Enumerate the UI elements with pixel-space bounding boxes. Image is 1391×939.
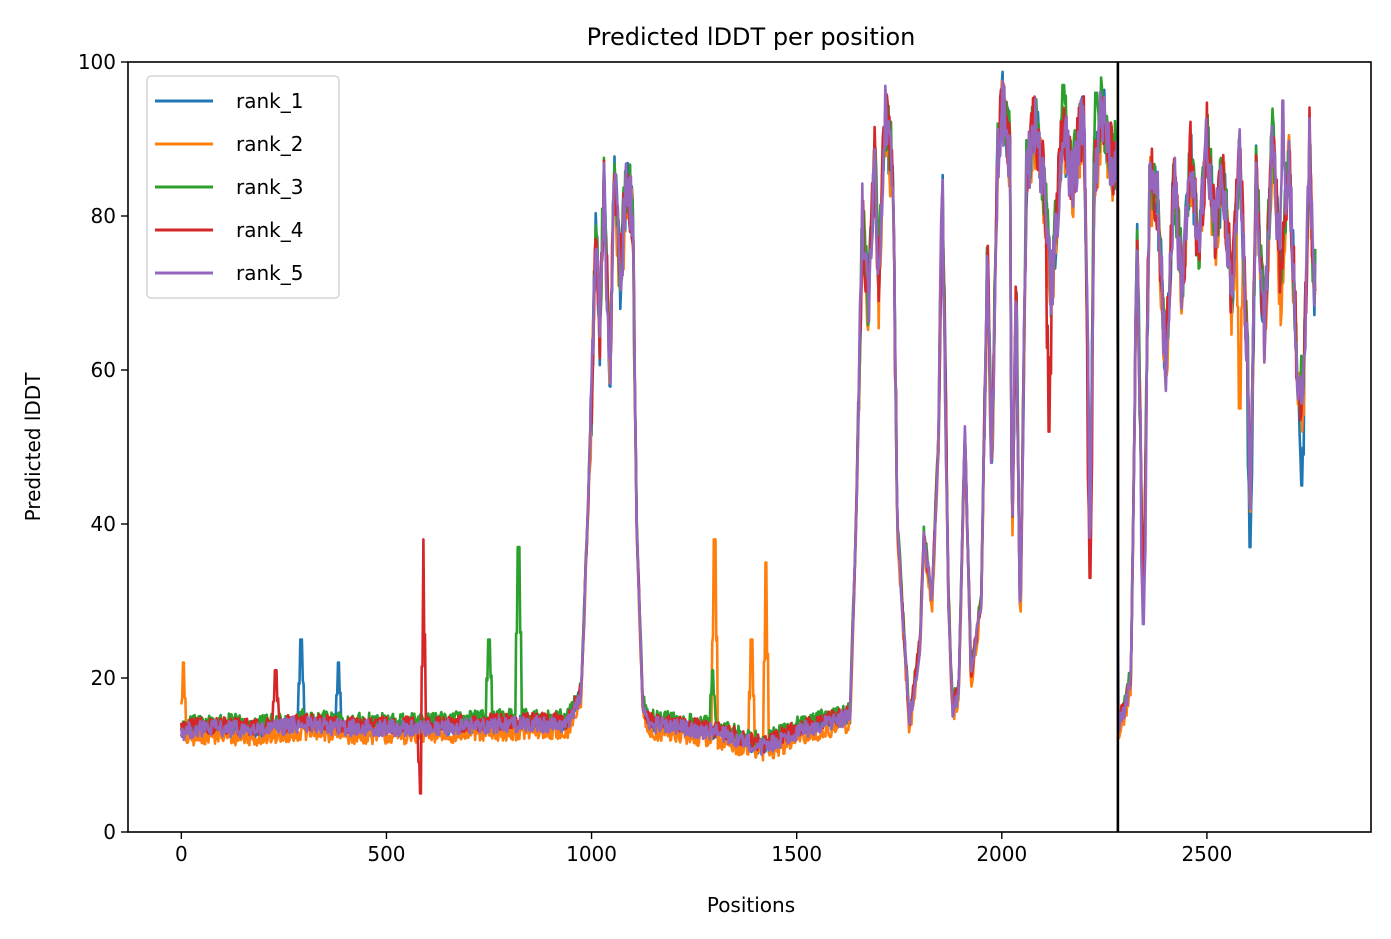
y-tick-label: 60	[91, 358, 116, 382]
x-tick-label: 500	[367, 842, 405, 866]
y-tick-label: 40	[91, 512, 116, 536]
y-axis-label: Predicted lDDT	[21, 372, 45, 522]
y-axis: 0 20 40 60 80 100	[78, 50, 128, 844]
x-tick-label: 2000	[976, 842, 1027, 866]
plot-area	[180, 62, 1317, 832]
y-tick-label: 80	[91, 204, 116, 228]
series-line-rank_2	[180, 79, 1317, 762]
legend-label-rank_3: rank_3	[236, 175, 303, 199]
x-tick-label: 0	[175, 842, 188, 866]
legend-label-rank_4: rank_4	[236, 218, 303, 242]
x-tick-label: 1000	[566, 842, 617, 866]
y-tick-label: 100	[78, 50, 116, 74]
legend-label-rank_1: rank_1	[236, 89, 303, 113]
x-tick-label: 2500	[1181, 842, 1232, 866]
chart-title: Predicted lDDT per position	[587, 23, 916, 51]
x-tick-label: 1500	[771, 842, 822, 866]
x-axis: 0 500 1000 1500 2000 2500	[175, 832, 1232, 866]
axes-frame	[127, 61, 1372, 833]
y-tick-label: 0	[103, 820, 116, 844]
legend-label-rank_2: rank_2	[236, 132, 303, 156]
legend-box	[146, 75, 340, 299]
series-line-rank_5	[180, 79, 1317, 756]
legend-label-rank_5: rank_5	[236, 261, 303, 285]
y-tick-label: 20	[91, 666, 116, 690]
x-axis-label: Positions	[707, 893, 795, 917]
legend: rank_1 rank_2 rank_3 rank_4 rank_5	[146, 75, 340, 299]
